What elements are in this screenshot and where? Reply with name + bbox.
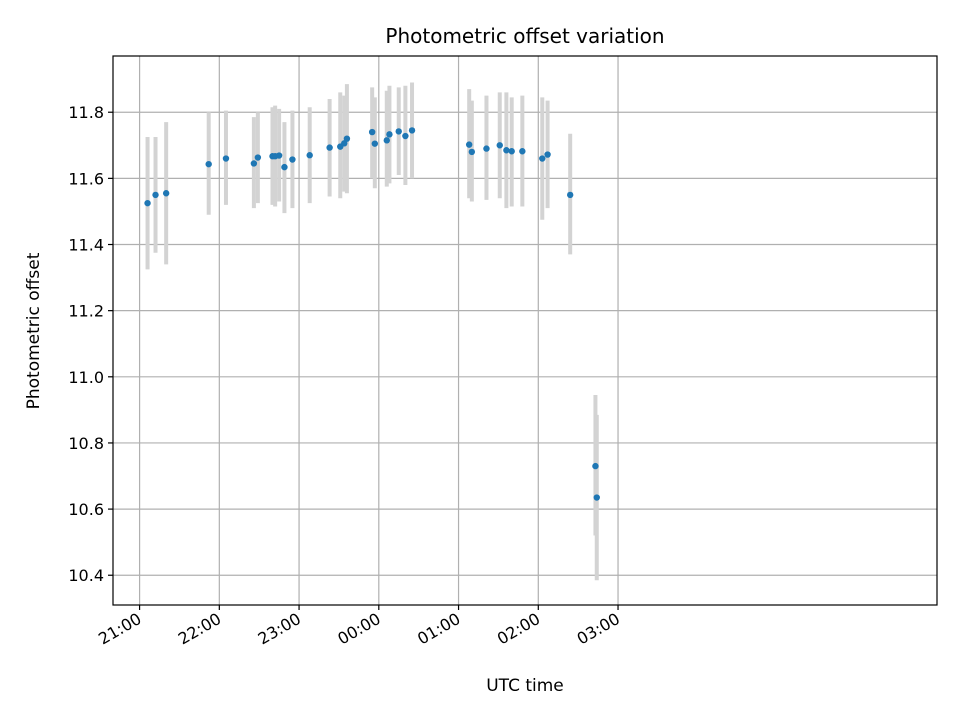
data-point: [465, 141, 473, 148]
data-point: [483, 145, 490, 152]
data-point: [566, 191, 574, 199]
y-tick-label: 11.4: [68, 236, 104, 255]
data-point: [544, 151, 551, 158]
data-point: [539, 155, 546, 162]
data-point: [408, 127, 416, 134]
y-tick-label: 11.0: [68, 368, 104, 387]
data-point: [222, 155, 230, 162]
data-point: [496, 142, 503, 149]
data-point: [254, 154, 262, 161]
data-point: [281, 163, 288, 171]
data-point: [144, 199, 151, 207]
data-point: [519, 148, 526, 155]
chart-title: Photometric offset variation: [385, 24, 664, 48]
y-tick-label: 11.6: [68, 169, 104, 188]
data-point: [402, 132, 409, 140]
data-point: [593, 494, 600, 501]
data-point: [306, 152, 313, 159]
data-point: [386, 131, 393, 138]
y-axis-label: Photometric offset: [24, 252, 44, 409]
data-point: [341, 140, 348, 147]
y-tick-label: 10.6: [68, 500, 104, 519]
data-point: [152, 191, 159, 199]
y-tick-label: 11.8: [68, 103, 104, 122]
data-point: [371, 140, 379, 147]
y-tick-label: 10.8: [68, 434, 104, 453]
data-point: [383, 137, 390, 144]
data-point: [592, 462, 599, 470]
data-point: [508, 148, 515, 155]
x-axis-label: UTC time: [486, 676, 564, 696]
y-tick-label: 11.2: [68, 302, 104, 321]
data-point: [162, 190, 170, 197]
data-points: [144, 127, 600, 501]
data-point: [503, 147, 510, 154]
y-tick-label: 10.4: [68, 566, 104, 585]
data-point: [326, 144, 333, 151]
data-point: [343, 135, 351, 142]
plot-frame: [112, 55, 938, 606]
data-point: [368, 128, 376, 136]
data-point: [289, 156, 296, 163]
grid: [113, 56, 937, 605]
data-point: [205, 160, 212, 168]
data-point: [275, 152, 283, 159]
data-point: [395, 128, 402, 135]
data-point: [468, 148, 476, 156]
data-point: [250, 160, 258, 167]
y-axis-ticks: 10.4 10.6 10.8 11.0 11.2 11.4 11.6 11.8: [68, 103, 113, 585]
